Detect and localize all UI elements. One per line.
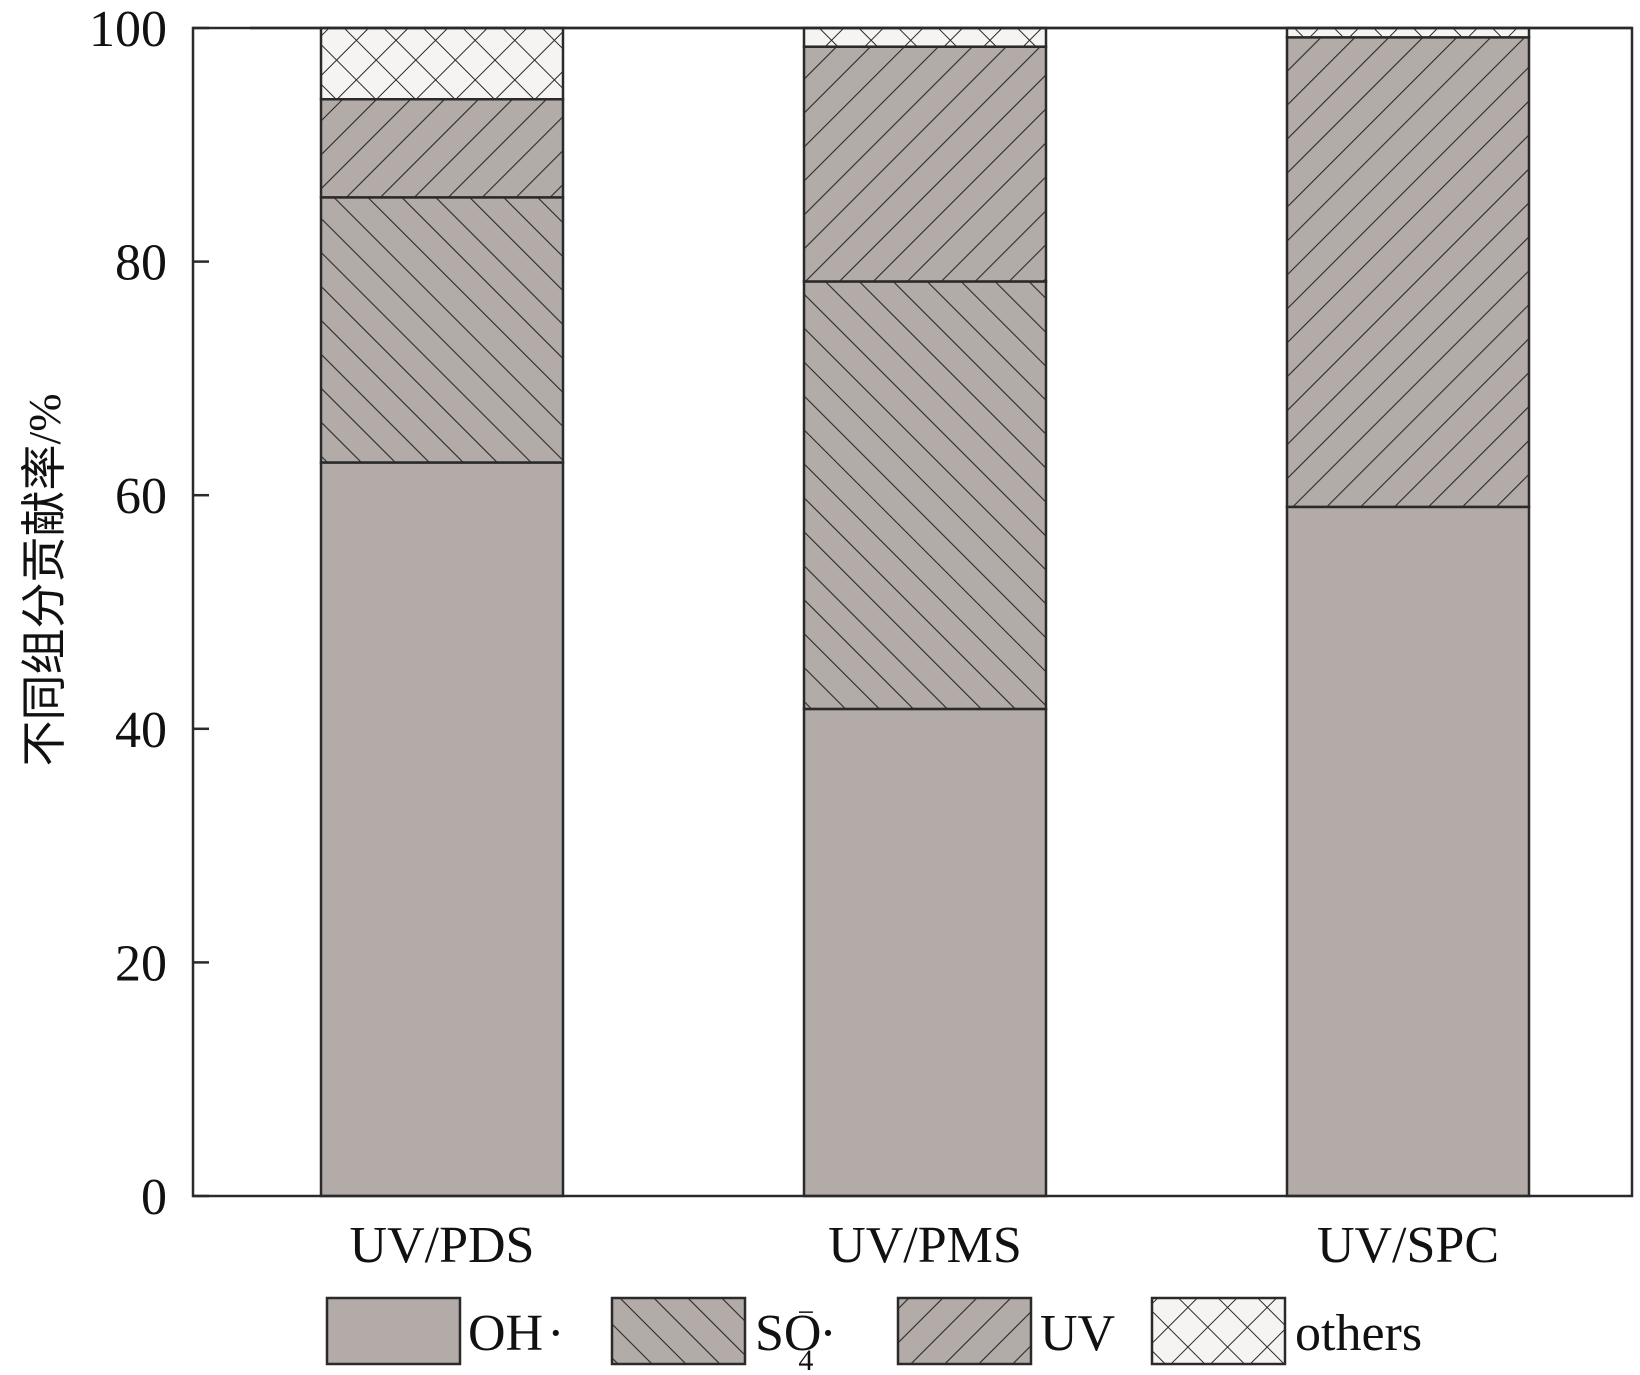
axes: UV/PDS UV/PMS UV/SPC 0 20 40 60 80 100 <box>89 1 1634 1274</box>
bar-segment-uv-pms-0 <box>802 707 1048 1198</box>
x-tick-label: UV/PDS <box>350 1217 535 1274</box>
legend-swatch-oh <box>325 1296 462 1366</box>
y-tick-label: 20 <box>115 935 167 992</box>
bar-segment-uv-pds-0 <box>319 461 565 1198</box>
legend-label-uv: UV <box>1040 1305 1115 1362</box>
y-tick-label: 0 <box>141 1169 167 1226</box>
legend: OH· SO− 4 · UV others <box>325 1296 1422 1375</box>
y-tick-label: 80 <box>115 235 167 292</box>
y-tick-label: 60 <box>115 468 167 525</box>
legend-oh-dot: · <box>547 1305 564 1362</box>
legend-so4-sup: − <box>797 1296 814 1329</box>
bar-segment-uv-spc-3 <box>1285 26 1531 39</box>
legend-oh-text: OH <box>468 1305 543 1362</box>
legend-label-so4: SO− 4 · <box>755 1296 837 1375</box>
legend-label-others: others <box>1295 1305 1422 1362</box>
x-tick-label: UV/SPC <box>1317 1217 1499 1274</box>
y-tick-label: 100 <box>89 1 167 58</box>
bar-segment-uv-pms-3 <box>802 26 1048 48</box>
x-tick-label: UV/PMS <box>828 1217 1022 1274</box>
y-tick-label: 40 <box>115 702 167 759</box>
legend-so4-dot: · <box>819 1305 836 1362</box>
plot-frame <box>191 26 1634 1198</box>
bar-segment-uv-pds-1 <box>319 196 565 464</box>
plot-area <box>250 26 1632 1198</box>
legend-swatch-others <box>1150 1296 1287 1366</box>
legend-so4-main: SO <box>755 1305 821 1362</box>
bar-segment-uv-pms-2 <box>802 45 1048 283</box>
legend-label-oh: OH· <box>468 1305 564 1362</box>
legend-swatch-uv <box>896 1296 1033 1366</box>
legend-swatch-so4 <box>610 1296 747 1366</box>
bar-segment-uv-pds-2 <box>319 97 565 199</box>
legend-so4-sub: 4 <box>798 1344 813 1375</box>
bar-segment-uv-pms-1 <box>802 280 1048 711</box>
bar-segment-uv-pds-3 <box>319 26 565 101</box>
y-axis-label: 不同组分贡献率/% <box>19 393 70 766</box>
bar-segment-uv-spc-0 <box>1285 505 1531 1198</box>
bar-segment-uv-spc-2 <box>1285 36 1531 509</box>
